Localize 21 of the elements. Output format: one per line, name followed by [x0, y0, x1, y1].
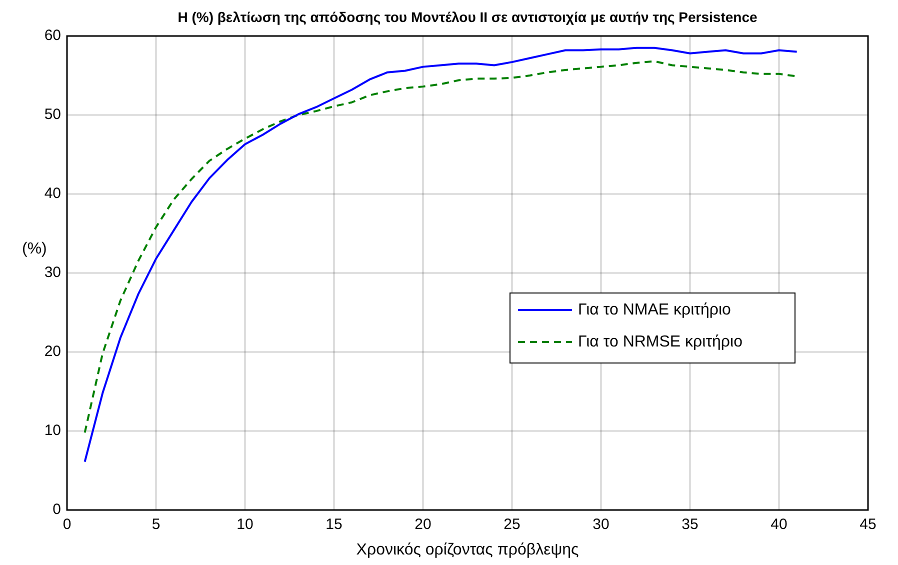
x-tick-label: 10	[236, 516, 254, 534]
y-tick-label: 0	[52, 501, 61, 518]
x-tick-label: 45	[860, 516, 876, 534]
y-tick-label: 40	[44, 185, 61, 202]
y-tick-label: 20	[44, 343, 61, 360]
x-tick-label: 15	[326, 516, 342, 534]
x-tick-label: 40	[770, 516, 788, 534]
x-tick-label: 35	[682, 516, 698, 534]
x-tick-label: 20	[414, 516, 432, 534]
x-tick-label: 25	[504, 516, 520, 534]
x-axis-title: Χρονικός ορίζοντας πρόβλεψης	[356, 541, 579, 558]
y-tick-label: 50	[44, 106, 61, 124]
y-tick-label: 60	[44, 27, 61, 44]
x-tick-label: 30	[592, 516, 610, 534]
legend-label: Για το NRMSE κριτήριο	[578, 333, 743, 350]
y-tick-label: 10	[44, 422, 61, 440]
y-axis-title: (%)	[22, 240, 47, 258]
x-tick-label: 5	[152, 516, 160, 534]
legend-label: Για το NMAE κριτήριο	[578, 301, 732, 318]
chart-title: Η (%) βελτίωση της απόδοσης του Μοντέλου ΙΙ σε αντιστοιχία με αυτήν της Persistence	[178, 8, 758, 25]
y-tick-label: 30	[44, 264, 61, 282]
